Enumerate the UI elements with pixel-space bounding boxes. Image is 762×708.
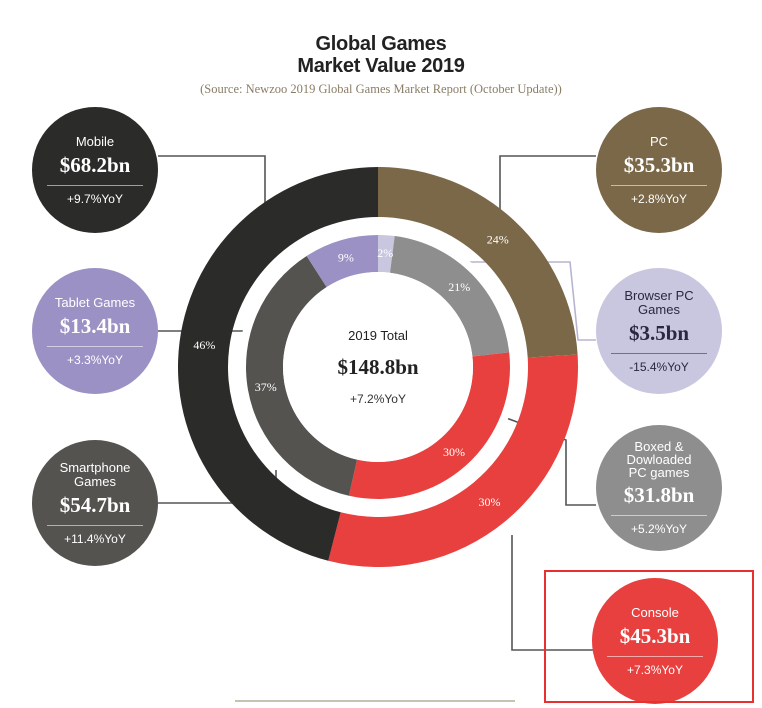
bubble-boxed-downloaded-pc-games: Boxed & Dowloaded PC games $31.8bn +5.2%… [596, 425, 722, 551]
center-value: $148.8bn [337, 355, 418, 379]
bubble-value: $68.2bn [59, 152, 131, 177]
connector-line [158, 155, 266, 205]
outer-ring-slice-pc [378, 167, 578, 358]
bubble-browser-pc-games: Browser PC Games $3.5bn -15.4%YoY [596, 268, 722, 394]
bubble-smartphone-games: Smartphone Games $54.7bn +11.4%YoY [32, 440, 158, 566]
bubble-name: PC [649, 133, 669, 149]
outer-ring-label-mobile: 46% [193, 338, 215, 352]
source-note: (Source: Newzoo 2019 Global Games Market… [200, 82, 562, 96]
bubble-name: Mobile [75, 133, 115, 149]
bubble-value: $31.8bn [623, 483, 695, 507]
bubble-name: Tablet Games [54, 294, 136, 310]
outer-ring-label-pc: 24% [487, 232, 509, 246]
bubble-change: +7.3%YoY [607, 656, 703, 677]
bubble-value: $35.3bn [623, 152, 695, 177]
slice-labels: 24% 30% 46% 2% 21% 30% 37% 9% [193, 232, 508, 508]
inner-ring-label-boxed-dowloaded-pc-games: 21% [448, 280, 470, 294]
bottom-divider [235, 700, 515, 702]
bubble-change: +11.4%YoY [47, 525, 143, 546]
center-change: +7.2%YoY [350, 392, 406, 406]
bubble-value: $3.5bn [628, 320, 690, 345]
inner-ring-label-console: 30% [443, 445, 465, 459]
center-hole [283, 272, 473, 462]
bubble-console: Console $45.3bn +7.3%YoY [592, 578, 718, 704]
bubble-name: Boxed & Dowloaded PC games [626, 439, 692, 480]
bubble-name: Console [631, 604, 679, 620]
inner-ring-slice-browser-pc-games [378, 235, 395, 273]
connector-line [499, 155, 596, 215]
chart-title-line2: Market Value 2019 [297, 55, 465, 77]
bubble-tablet-games: Tablet Games $13.4bn +3.3%YoY [32, 268, 158, 394]
inner-ring-slice-smartphone-games [246, 255, 358, 496]
inner-ring-slice-tablet-games [306, 235, 378, 288]
outer-ring [178, 167, 578, 567]
outer-ring-label-console: 30% [479, 495, 501, 509]
inner-ring-label-smartphone-games: 37% [255, 380, 277, 394]
bubble-change: +2.8%YoY [611, 185, 707, 206]
bubble-value: $45.3bn [619, 623, 691, 648]
inner-ring-label-browser-pc-games: 2% [377, 246, 393, 260]
inner-ring-slice-boxed-dowloaded-pc-games [390, 236, 510, 357]
connector-line [511, 535, 596, 651]
inner-ring-label-tablet-games: 9% [338, 251, 354, 265]
console-highlight-box [544, 570, 754, 703]
bubble-value: $13.4bn [59, 313, 131, 338]
outer-ring-slice-console [328, 354, 578, 567]
bubble-pc: PC $35.3bn +2.8%YoY [596, 107, 722, 233]
bubble-value: $54.7bn [59, 492, 131, 517]
center-label: 2019 Total [348, 328, 408, 343]
bubble-mobile: Mobile $68.2bn +9.7%YoY [32, 107, 158, 233]
connector-line [382, 261, 596, 341]
bubble-name: Smartphone Games [59, 459, 131, 489]
chart-title-line1: Global Games [315, 33, 447, 55]
inner-ring-slice-console [348, 352, 510, 500]
bubble-change: -15.4%YoY [611, 353, 707, 374]
bubble-change: +5.2%YoY [611, 515, 707, 536]
outer-ring-slice-mobile [178, 167, 378, 561]
bubble-name: Browser PC Games [624, 287, 694, 317]
bubble-change: +3.3%YoY [47, 346, 143, 367]
bubble-change: +9.7%YoY [47, 185, 143, 206]
